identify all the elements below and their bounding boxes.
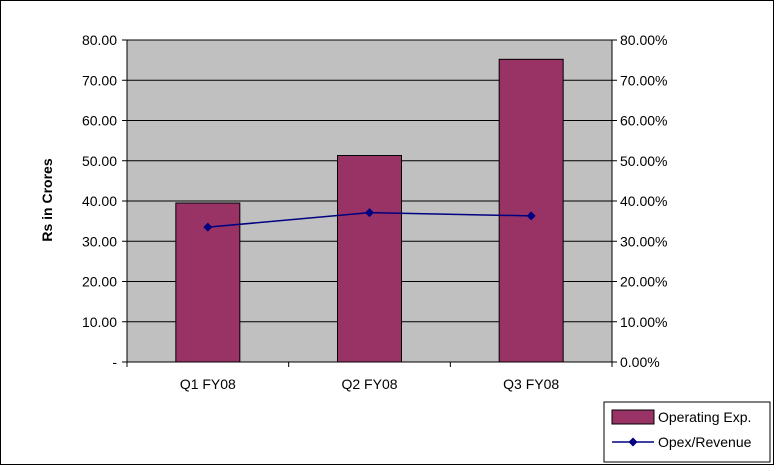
legend-marker <box>628 437 638 447</box>
bar <box>498 58 564 363</box>
axes: - 0.00% 10.00 10.00% 20.00 20.00% 30.00 30.00% 4… <box>82 32 668 392</box>
y-tick-label: 80.00 <box>82 32 117 48</box>
bar <box>337 155 402 363</box>
line-series <box>203 208 536 232</box>
line-point <box>203 222 213 232</box>
y2-tick-label: 40.00% <box>620 193 667 209</box>
y2-tick-label: 30.00% <box>620 233 667 249</box>
legend-swatch-bar <box>611 409 655 425</box>
y2-tick-label: 70.00% <box>620 72 667 88</box>
legend-label: Opex/Revenue <box>658 434 752 450</box>
legend-label: Operating Exp. <box>658 409 751 425</box>
y-tick-label: - <box>112 354 117 370</box>
y2-tick-label: 60.00% <box>620 113 667 129</box>
y2-tick-label: 50.00% <box>620 153 667 169</box>
y-tick-label: 10.00 <box>82 314 117 330</box>
legend: Operating Exp. Opex/Revenue <box>603 401 771 463</box>
y-tick-label: 30.00 <box>82 233 117 249</box>
y-tick-label: 20.00 <box>82 274 117 290</box>
y-tick-label: 60.00 <box>82 113 117 129</box>
y2-tick-label: 0.00% <box>620 354 660 370</box>
y2-tick-label: 10.00% <box>620 314 667 330</box>
y2-tick-label: 80.00% <box>620 32 667 48</box>
y-axis-title: Rs in Crores <box>39 158 55 241</box>
x-tick-label: Q2 FY08 <box>341 376 397 392</box>
y-tick-label: 40.00 <box>82 193 117 209</box>
x-tick-label: Q3 FY08 <box>503 376 559 392</box>
y2-tick-label: 20.00% <box>620 274 667 290</box>
y-tick-label: 70.00 <box>82 72 117 88</box>
x-tick-label: Q1 FY08 <box>180 376 236 392</box>
line-point <box>365 208 374 218</box>
line-point <box>526 211 536 221</box>
y-tick-label: 50.00 <box>82 153 117 169</box>
